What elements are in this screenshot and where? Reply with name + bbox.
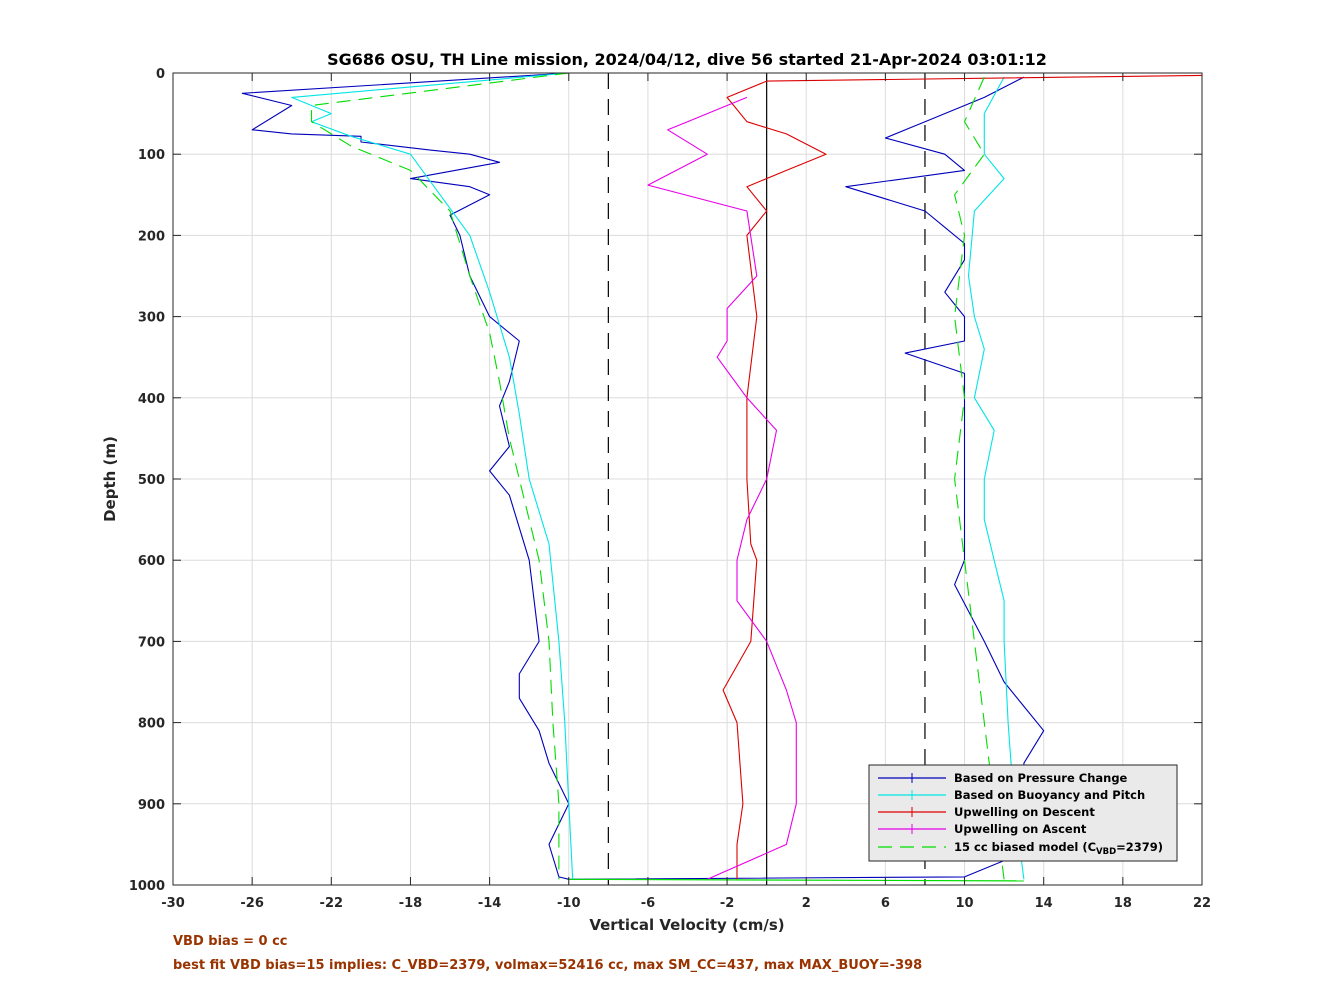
series-line-based-on-pressure-change-ascent — [568, 76, 1045, 880]
y-tick-label: 900 — [138, 798, 165, 813]
data-series — [241, 72, 1203, 882]
legend-entry: Based on Buoyancy and Pitch — [878, 788, 1145, 802]
legend-label: Based on Buoyancy and Pitch — [954, 788, 1145, 802]
y-axis-label: Depth (m) — [101, 436, 119, 522]
x-tick-label: -2 — [720, 896, 734, 911]
legend-label-tail: =2379) — [1116, 840, 1163, 854]
legend-label: Upwelling on Ascent — [954, 822, 1087, 836]
y-tick-label: 400 — [138, 392, 165, 407]
legend: Based on Pressure Change Based on Buoyan… — [868, 764, 1178, 862]
x-tick-label: -22 — [320, 896, 344, 911]
x-tick-label: 2 — [802, 896, 811, 911]
series-line-based-on-buoyancy-and-pitch-descent — [291, 72, 574, 880]
y-tick-label: 700 — [138, 635, 165, 650]
y-tick-label: 300 — [138, 311, 165, 326]
y-tick-label: 600 — [138, 554, 165, 569]
legend-entry: Based on Pressure Change — [878, 771, 1128, 785]
legend-entry: 15 cc biased model (CVBD=2379) — [878, 840, 1163, 857]
y-tick-label: 0 — [156, 67, 165, 82]
x-axis-label: Vertical Velocity (cm/s) — [589, 916, 784, 934]
x-tick-label: -30 — [161, 896, 185, 911]
best-fit-note: best fit VBD bias=15 implies: C_VBD=2379… — [173, 958, 923, 973]
y-tick-label: 200 — [138, 229, 165, 244]
x-tick-label: 10 — [955, 896, 973, 911]
chart-title: SG686 OSU, TH Line mission, 2024/04/12, … — [327, 50, 1047, 69]
y-tick-label: 1000 — [129, 879, 165, 894]
x-tick-label: 18 — [1114, 896, 1132, 911]
x-tick-label: 22 — [1193, 896, 1211, 911]
x-tick-label: -26 — [240, 896, 264, 911]
y-tick-label: 100 — [138, 148, 165, 163]
legend-box — [868, 764, 1178, 862]
legend-label-subscript: VBD — [1096, 847, 1116, 857]
legend-label: 15 cc biased model (CVBD=2379) — [954, 840, 1163, 857]
legend-label-main: 15 cc biased model (C — [954, 840, 1096, 854]
series-line-upwelling-on-descent-descent — [722, 74, 1203, 880]
legend-label: Upwelling on Descent — [954, 805, 1095, 819]
x-tick-label: -10 — [557, 896, 581, 911]
x-tick-label: -6 — [641, 896, 655, 911]
legend-label: Based on Pressure Change — [954, 771, 1128, 785]
vbd-bias-note: VBD bias = 0 cc — [173, 934, 288, 949]
bottom-turnaround-line — [568, 878, 1024, 882]
x-tick-label: -18 — [399, 896, 423, 911]
axis-ticks: -30 -26 -22 -18 -14 -10 -6 -2 2 6 10 14 18 2201002003… — [129, 67, 1211, 911]
x-tick-label: -14 — [478, 896, 502, 911]
y-tick-label: 500 — [138, 473, 165, 488]
series-line-upwelling-on-ascent-ascent — [647, 96, 797, 880]
series-line-15-cc-biased-model-c-vbd-2379-descent — [310, 72, 569, 880]
series-line-based-on-buoyancy-and-pitch-ascent — [967, 76, 1025, 880]
series-line-15-cc-biased-model-c-vbd-2379-ascent — [954, 76, 1005, 880]
y-tick-label: 800 — [138, 717, 165, 732]
legend-entry: Upwelling on Ascent — [878, 822, 1087, 836]
x-tick-label: 6 — [881, 896, 890, 911]
x-tick-label: 14 — [1035, 896, 1053, 911]
legend-entry: Upwelling on Descent — [878, 805, 1095, 819]
